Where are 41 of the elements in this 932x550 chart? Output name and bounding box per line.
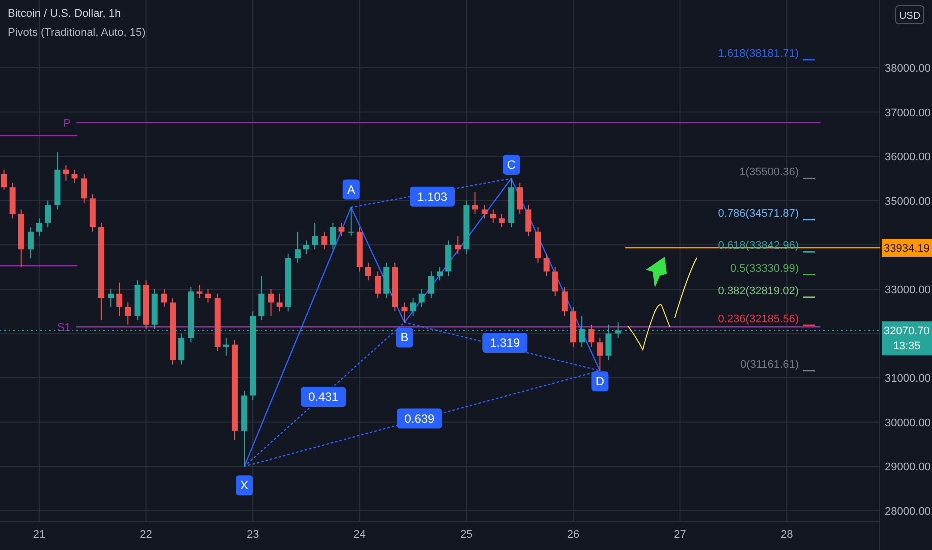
ref-line-label: 0(31161.61)	[740, 358, 799, 371]
y-tick-label: 36000.00	[885, 152, 931, 164]
series-label: S1	[57, 322, 71, 334]
y-tick-label: 29000.00	[885, 462, 931, 474]
ref-line-label: 0.382(32819.02)	[718, 285, 799, 298]
annotation: A	[347, 182, 356, 197]
annotation: B	[400, 330, 409, 345]
y-tick-label: 28000.00	[885, 506, 931, 518]
data-label: 33934.19	[884, 243, 930, 256]
annotation: 1.319	[490, 336, 520, 350]
x-tick-label: 26	[567, 529, 580, 541]
series-label: P	[64, 118, 71, 130]
annotation: 0.639	[404, 412, 436, 426]
ref-line-label: 0.236(32185.56)	[718, 314, 799, 326]
ref-line-label: 0.786(34571.87)	[718, 208, 799, 220]
ref-line-label: 1(35500.36)	[740, 166, 799, 179]
x-tick-label: 21	[33, 529, 46, 541]
y-axis-title: USD	[899, 11, 921, 22]
text: Pivots (Traditional, Auto, 15)	[8, 27, 146, 39]
annotation: 0.431	[308, 390, 339, 404]
ref-line-label: 1.618(38181.71)	[718, 48, 799, 60]
y-tick-label: 30000.00	[885, 417, 931, 430]
y-tick-label: 31000.00	[885, 373, 931, 386]
y-tick-label: 35000.00	[885, 196, 931, 208]
ref-line-label: 32070.70	[884, 326, 930, 338]
x-tick-label: 22	[140, 529, 152, 541]
text: Bitcoin / U.S. Dollar, 1h	[8, 8, 122, 20]
y-tick-label: 37000.00	[885, 107, 931, 120]
annotation: D	[596, 374, 605, 389]
annotation: X	[240, 478, 249, 493]
y-tick-label: 33000.00	[885, 284, 931, 296]
x-tick-label: 24	[354, 529, 366, 541]
y-tick-label: 38000.00	[885, 62, 931, 75]
x-tick-label: 25	[460, 529, 473, 541]
text: 13:35	[893, 340, 921, 353]
annotation: C	[507, 158, 516, 172]
x-tick-label: 28	[780, 529, 794, 541]
x-tick-label: 23	[246, 529, 260, 541]
x-tick-label: 27	[674, 529, 686, 541]
ref-line-label: 0.5(33330.99)	[730, 262, 799, 275]
annotation: 1.103	[418, 190, 448, 204]
